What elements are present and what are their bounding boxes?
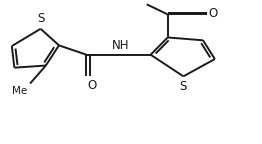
Text: Me: Me: [12, 86, 28, 96]
Text: NH: NH: [112, 39, 129, 52]
Text: S: S: [37, 12, 44, 25]
Text: O: O: [208, 7, 217, 20]
Text: S: S: [180, 80, 187, 93]
Text: HO: HO: [127, 0, 145, 3]
Text: O: O: [88, 79, 97, 92]
